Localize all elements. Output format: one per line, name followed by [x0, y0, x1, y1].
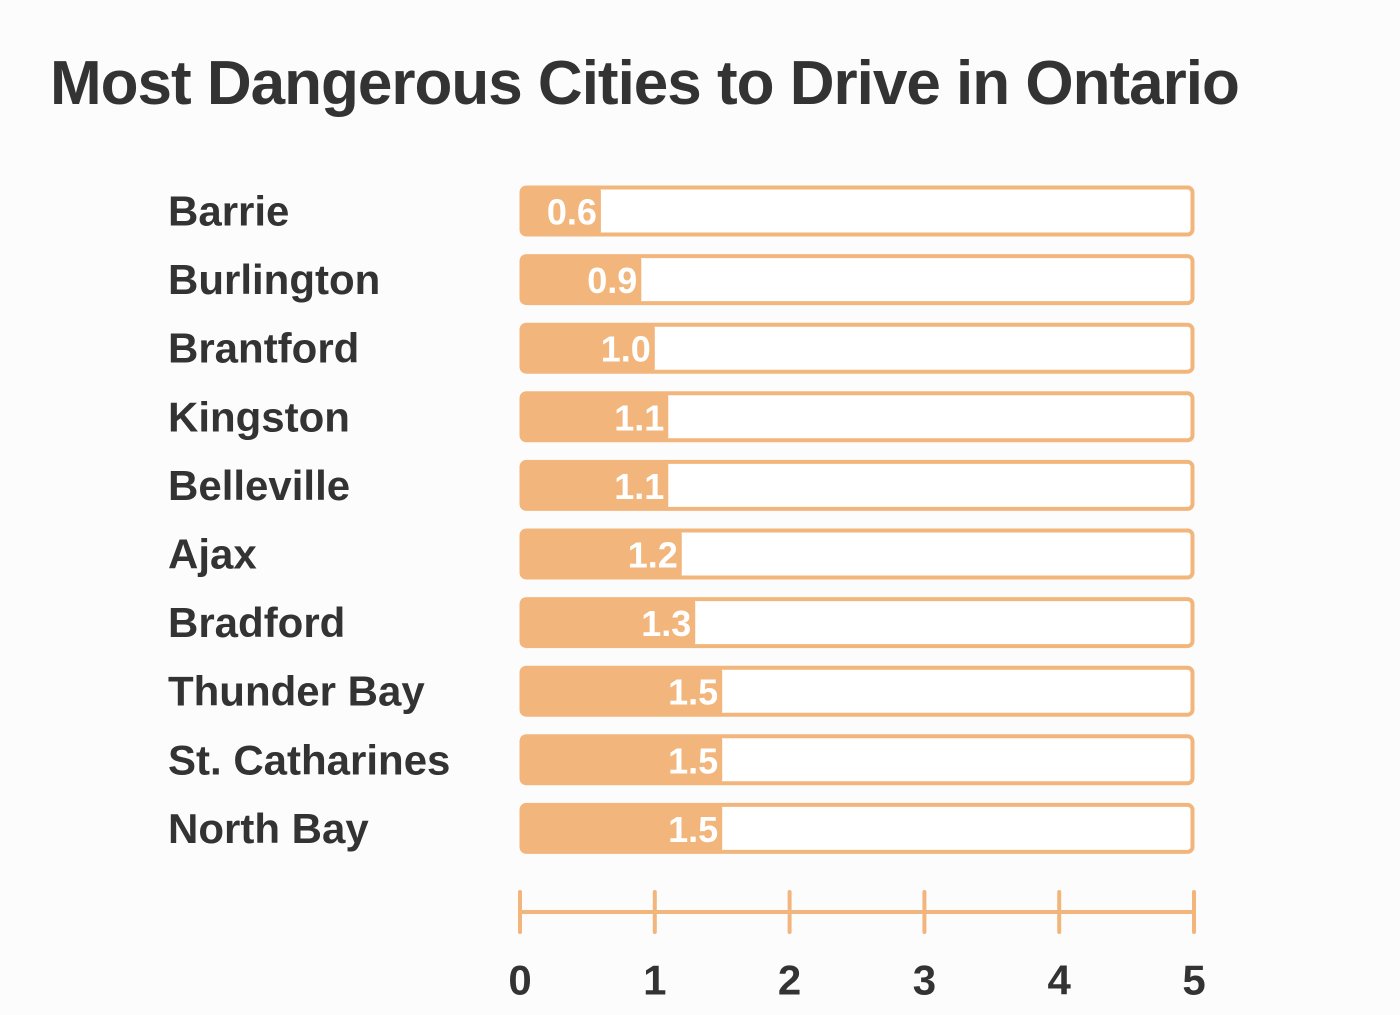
bar-track	[519, 185, 1195, 237]
bar	[520, 597, 696, 648]
category-label: Thunder Bay	[168, 668, 425, 715]
bar	[520, 391, 669, 442]
category-label: Kingston	[168, 393, 350, 440]
bar	[520, 186, 601, 236]
bar-row: Kingston 1.1	[168, 391, 1195, 443]
chart-title: Most Dangerous Cities to Drive in Ontari…	[50, 49, 1240, 118]
bar-rows: Barrie 0.6 Burlington 0.9 Brantford 1.0 Kingst…	[168, 185, 1195, 854]
x-tick-label: 0	[508, 957, 531, 1004]
bar	[520, 460, 669, 511]
bar	[520, 666, 723, 717]
category-label: Burlington	[168, 256, 380, 303]
x-axis: 0 1 2 3 4 5	[508, 890, 1206, 1004]
value-label: 1.0	[601, 329, 651, 370]
category-label: Barrie	[168, 188, 289, 235]
value-label: 1.5	[668, 672, 718, 713]
bar	[520, 803, 723, 854]
bar	[520, 734, 723, 785]
x-tick-label: 1	[643, 957, 666, 1004]
x-tick-label: 3	[913, 957, 936, 1004]
x-tick-label: 5	[1182, 957, 1205, 1004]
value-label: 1.1	[614, 466, 664, 507]
bar-row: St. Catharines 1.5	[168, 734, 1195, 786]
value-label: 1.5	[668, 740, 718, 781]
bar	[520, 529, 682, 579]
x-tick-label: 4	[1048, 957, 1072, 1004]
category-label: North Bay	[168, 805, 369, 852]
bar-row: Bradford 1.3	[168, 597, 1195, 649]
category-label: Belleville	[168, 462, 350, 509]
bar-row: Thunder Bay 1.5	[168, 665, 1195, 717]
bar-row: Belleville 1.1	[168, 459, 1195, 511]
category-label: Bradford	[168, 599, 345, 646]
value-label: 1.2	[628, 535, 678, 576]
bar	[520, 323, 655, 374]
x-tick-label: 2	[778, 957, 801, 1004]
bar-row: North Bay 1.5	[168, 802, 1195, 854]
category-label: Ajax	[168, 531, 257, 578]
bar-row: Barrie 0.6	[168, 185, 1195, 237]
category-label: Brantford	[168, 325, 359, 372]
value-label: 1.1	[614, 397, 664, 438]
value-label: 0.6	[547, 192, 597, 233]
value-label: 0.9	[587, 260, 637, 301]
bar-row: Ajax 1.2	[168, 528, 1195, 580]
bar-row: Burlington 0.9	[168, 254, 1195, 306]
bar-row: Brantford 1.0	[168, 322, 1195, 374]
category-label: St. Catharines	[168, 736, 450, 783]
bar	[520, 254, 642, 305]
value-label: 1.3	[641, 603, 691, 644]
value-label: 1.5	[668, 809, 718, 850]
